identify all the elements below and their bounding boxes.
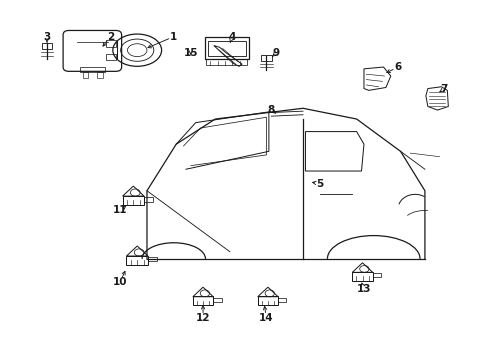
Bar bbox=[105, 40, 116, 46]
Bar bbox=[97, 72, 103, 78]
Text: 8: 8 bbox=[267, 105, 274, 115]
Bar bbox=[82, 72, 88, 78]
Text: 14: 14 bbox=[259, 313, 273, 323]
Bar bbox=[278, 298, 286, 302]
Text: 1: 1 bbox=[170, 32, 177, 41]
Text: 9: 9 bbox=[272, 48, 279, 58]
Bar bbox=[80, 67, 104, 72]
Text: 12: 12 bbox=[195, 313, 210, 323]
Bar bbox=[148, 257, 157, 261]
Bar bbox=[192, 296, 213, 305]
Bar bbox=[105, 54, 116, 60]
Text: 13: 13 bbox=[356, 284, 370, 294]
Bar bbox=[126, 256, 148, 265]
Text: 5: 5 bbox=[316, 179, 323, 189]
Text: 3: 3 bbox=[43, 32, 51, 41]
Text: 6: 6 bbox=[394, 62, 401, 72]
Bar bbox=[351, 272, 372, 280]
Bar bbox=[206, 59, 247, 65]
Text: 7: 7 bbox=[440, 84, 447, 94]
Bar bbox=[122, 196, 144, 205]
Bar bbox=[213, 298, 221, 302]
Text: 11: 11 bbox=[113, 206, 127, 216]
Bar bbox=[204, 37, 249, 59]
Bar bbox=[257, 296, 278, 305]
Bar bbox=[207, 41, 245, 56]
Text: 4: 4 bbox=[228, 32, 236, 41]
Text: 15: 15 bbox=[183, 48, 198, 58]
Bar bbox=[372, 273, 380, 278]
Text: 2: 2 bbox=[106, 32, 114, 41]
Text: 10: 10 bbox=[113, 277, 127, 287]
Bar bbox=[144, 197, 153, 202]
